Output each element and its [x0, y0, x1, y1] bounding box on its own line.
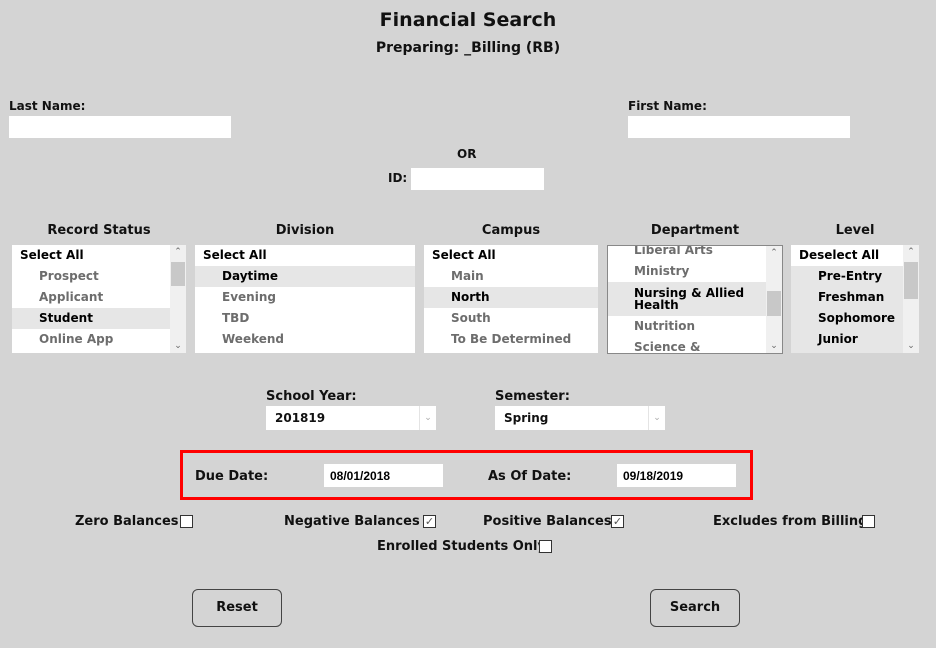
list-item[interactable]: Nursing & Allied Health — [608, 282, 766, 316]
semester-label: Semester: — [495, 389, 570, 404]
list-item[interactable]: Junior — [791, 329, 903, 350]
school-year-select[interactable]: 201819 ⌄ — [266, 406, 436, 430]
semester-value: Spring — [504, 411, 549, 425]
scroll-up-icon[interactable]: ⌃ — [770, 248, 778, 258]
reset-button[interactable]: Reset — [192, 589, 282, 627]
department-list[interactable]: Liberal Arts Ministry Nursing & Allied H… — [607, 245, 783, 354]
chevron-down-icon[interactable]: ⌄ — [648, 406, 665, 430]
page-subtitle: Preparing: _Billing (RB) — [375, 40, 561, 56]
campus-header: Campus — [481, 223, 541, 238]
date-highlight-box — [180, 450, 753, 500]
list-item[interactable]: Nutrition — [634, 319, 695, 333]
excludes-billing-checkbox[interactable] — [862, 515, 875, 528]
division-list[interactable]: Select All Daytime Evening TBD Weekend — [195, 245, 415, 353]
last-name-label: Last Name: — [9, 99, 86, 113]
zero-balances-checkbox[interactable] — [180, 515, 193, 528]
list-item[interactable]: Online App — [39, 332, 114, 346]
level-list[interactable]: Deselect All Pre-Entry Freshman Sophomor… — [791, 245, 919, 353]
school-year-label: School Year: — [266, 389, 357, 404]
list-item[interactable]: Science & — [634, 340, 701, 354]
first-name-input[interactable] — [628, 116, 850, 138]
list-item[interactable]: Sophomore — [791, 308, 903, 329]
enrolled-only-label: Enrolled Students Only — [377, 539, 546, 554]
negative-balances-checkbox[interactable]: ✓ — [423, 515, 436, 528]
chevron-down-icon[interactable]: ⌄ — [419, 406, 436, 430]
list-item[interactable]: Weekend — [222, 332, 285, 346]
search-button[interactable]: Search — [650, 589, 740, 627]
scrollbar[interactable]: ⌃ ⌄ — [170, 245, 186, 353]
due-date-input[interactable] — [324, 464, 443, 487]
list-item[interactable]: Applicant — [39, 290, 104, 304]
list-item[interactable]: Deselect All — [799, 248, 880, 262]
list-item[interactable]: Main — [451, 269, 484, 283]
list-item[interactable]: South — [451, 311, 491, 325]
id-input[interactable] — [411, 168, 544, 190]
list-item[interactable]: Select All — [432, 248, 496, 262]
list-item[interactable]: Liberal Arts — [634, 245, 713, 257]
scroll-up-icon[interactable]: ⌃ — [907, 247, 915, 257]
negative-balances-label: Negative Balances — [284, 514, 420, 529]
first-name-label: First Name: — [628, 99, 707, 113]
scroll-down-icon[interactable]: ⌄ — [907, 341, 915, 351]
positive-balances-checkbox[interactable]: ✓ — [611, 515, 624, 528]
record-status-header: Record Status — [47, 223, 151, 238]
id-label: ID: — [388, 171, 408, 185]
list-item[interactable]: North — [424, 287, 598, 308]
as-of-date-input[interactable] — [617, 464, 736, 487]
list-item[interactable]: TBD — [222, 311, 250, 325]
list-item[interactable]: Student — [12, 308, 170, 329]
list-item[interactable]: Select All — [203, 248, 267, 262]
positive-balances-label: Positive Balances — [483, 514, 612, 529]
scroll-down-icon[interactable]: ⌄ — [770, 341, 778, 351]
last-name-input[interactable] — [9, 116, 231, 138]
page-title: Financial Search — [379, 9, 557, 31]
list-item[interactable]: Pre-Entry — [791, 266, 903, 287]
list-item[interactable]: Select All — [20, 248, 84, 262]
scroll-down-icon[interactable]: ⌄ — [174, 341, 182, 351]
due-date-label: Due Date: — [195, 469, 269, 484]
enrolled-only-checkbox[interactable] — [539, 540, 552, 553]
scroll-up-icon[interactable]: ⌃ — [174, 247, 182, 257]
level-header: Level — [835, 223, 875, 238]
as-of-date-label: As Of Date: — [488, 469, 572, 484]
scrollbar[interactable]: ⌃ ⌄ — [766, 246, 782, 353]
list-item[interactable]: Ministry — [634, 264, 690, 278]
excludes-billing-label: Excludes from Billing — [713, 514, 868, 529]
campus-list[interactable]: Select All Main North South To Be Determ… — [424, 245, 598, 353]
record-status-list[interactable]: Select All Prospect Applicant Student On… — [12, 245, 186, 353]
semester-select[interactable]: Spring ⌄ — [495, 406, 665, 430]
division-header: Division — [275, 223, 335, 238]
school-year-value: 201819 — [275, 411, 326, 425]
list-item[interactable]: Freshman — [791, 287, 903, 308]
list-item[interactable]: Evening — [222, 290, 276, 304]
or-label: OR — [457, 147, 477, 161]
list-item[interactable]: Prospect — [39, 269, 99, 283]
list-item[interactable]: To Be Determined — [451, 332, 572, 346]
list-item[interactable]: Daytime — [195, 266, 415, 287]
department-header: Department — [650, 223, 740, 238]
zero-balances-label: Zero Balances — [75, 514, 179, 529]
scrollbar[interactable]: ⌃ ⌄ — [903, 245, 919, 353]
